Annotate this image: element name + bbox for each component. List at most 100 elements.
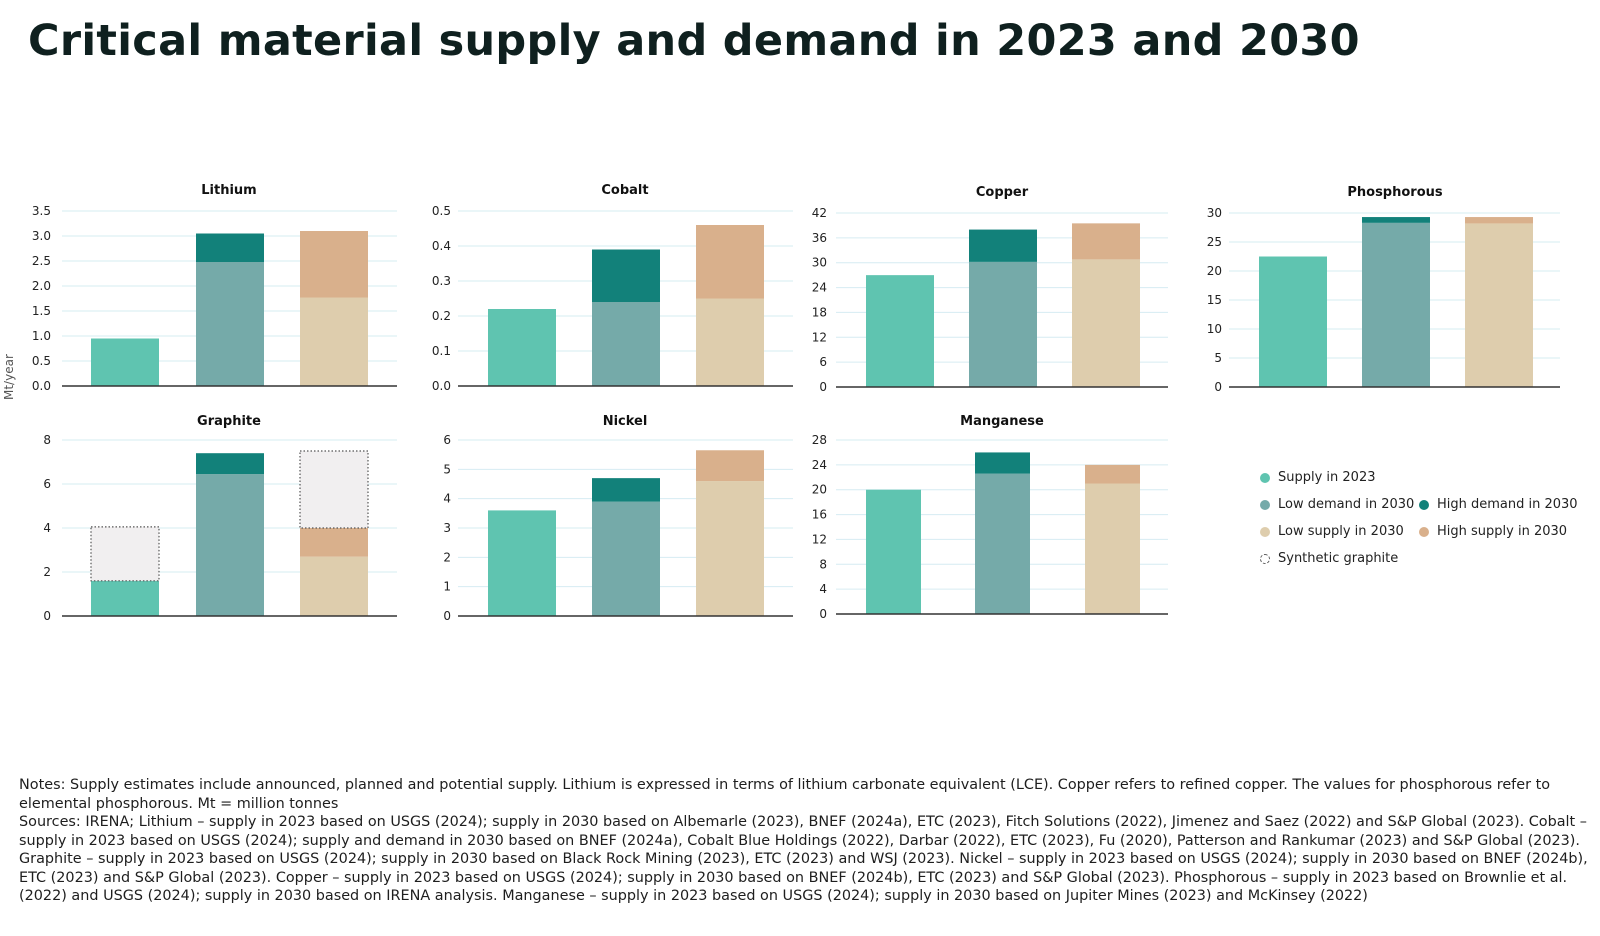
bar-segment-low-demand-2030: [975, 473, 1030, 614]
legend-label: High supply in 2030: [1437, 524, 1568, 539]
y-tick-label: 4: [43, 521, 51, 535]
bar-segment-high-supply-2030: [1085, 464, 1140, 484]
legend-label: Synthetic graphite: [1278, 551, 1399, 566]
chart-title: Manganese: [960, 414, 1044, 429]
legend-swatch: [1260, 472, 1270, 483]
legend-swatch: [1419, 526, 1429, 537]
bar-segment-high-demand-2030: [975, 452, 1030, 474]
y-tick-label: 24: [812, 458, 827, 472]
bar-segment-low-demand-2030: [196, 262, 264, 386]
bar-segment-supply-2023: [1259, 256, 1327, 387]
legend-label: Low demand in 2030: [1278, 497, 1415, 512]
bar-segment-low-demand-2030: [196, 474, 264, 616]
y-tick-label: 2.0: [32, 279, 51, 293]
y-axis-unit-label: Mt/year: [2, 354, 16, 400]
chart-lithium: Lithium 0.0 0.5 1.0 1.5 2.0 2.5 3.0 3.5: [32, 183, 397, 393]
y-tick-label: 18: [812, 305, 827, 319]
bar-segment-low-supply-2030: [1072, 259, 1140, 387]
y-tick-label: 0: [1214, 380, 1222, 394]
bar-segment-synthetic-graphite: [299, 450, 369, 529]
y-tick-label: 1.5: [32, 304, 51, 318]
y-tick-label: 16: [812, 508, 827, 522]
bar-segment-supply-2023: [866, 275, 934, 387]
y-tick-label: 5: [443, 462, 451, 476]
y-tick-label: 3.0: [32, 229, 51, 243]
legend-label: High demand in 2030: [1437, 497, 1578, 512]
legend-item-low-supply-2030: Low supply in 2030: [1260, 524, 1404, 539]
bar-segment-high-demand-2030: [1362, 217, 1430, 223]
bar-segment-synthetic-graphite: [90, 526, 160, 582]
bar-segment-low-supply-2030: [696, 298, 764, 386]
y-tick-label: 0: [819, 607, 827, 621]
y-tick-label: 4: [443, 492, 451, 506]
bar-segment-high-demand-2030: [196, 453, 264, 475]
legend-label: Supply in 2023: [1278, 470, 1376, 485]
bar-segment-high-demand-2030: [969, 229, 1037, 262]
chart-copper: Copper 0 6 12 18 24 30 36 42: [812, 185, 1168, 394]
y-tick-label: 0.0: [32, 379, 51, 393]
bar-segment-low-supply-2030: [1085, 483, 1140, 614]
y-tick-label: 12: [812, 330, 827, 344]
y-tick-label: 42: [812, 206, 827, 220]
y-tick-label: 10: [1207, 322, 1222, 336]
y-tick-label: 6: [819, 355, 827, 369]
y-tick-label: 8: [819, 557, 827, 571]
legend-item-synthetic-graphite: Synthetic graphite: [1260, 551, 1398, 566]
bar-segment-supply-2023: [91, 338, 159, 386]
y-tick-label: 0: [43, 609, 51, 623]
y-tick-label: 2: [443, 550, 451, 564]
y-tick-label: 0.1: [432, 344, 451, 358]
chart-phosphorous: Phosphorous 0 5 10 15 20 25 30: [1207, 185, 1560, 394]
y-tick-label: 1: [443, 580, 451, 594]
bar-segment-high-supply-2030: [696, 450, 764, 482]
y-tick-label: 3: [443, 521, 451, 535]
y-tick-label: 4: [819, 582, 827, 596]
notes-section: Notes: Supply estimates include announce…: [19, 776, 1589, 906]
y-tick-label: 0.5: [432, 204, 451, 218]
bar-segment-low-demand-2030: [969, 261, 1037, 387]
y-tick-label: 1.0: [32, 329, 51, 343]
bar-segment-supply-2023: [488, 309, 556, 386]
sources-text: Sources: IRENA; Lithium – supply in 2023…: [19, 814, 1588, 904]
y-tick-label: 28: [812, 433, 827, 447]
bar-segment-low-supply-2030: [300, 556, 368, 616]
y-tick-label: 0: [819, 380, 827, 394]
chart-title: Graphite: [197, 414, 261, 429]
page-title: Critical material supply and demand in 2…: [28, 16, 1360, 66]
y-tick-label: 2: [43, 565, 51, 579]
bar-segment-low-demand-2030: [592, 501, 660, 616]
bar-segment-high-supply-2030: [1072, 223, 1140, 260]
chart-title: Copper: [976, 185, 1029, 200]
bar-segment-high-supply-2030: [696, 225, 764, 299]
legend-item-supply-2023: Supply in 2023: [1260, 470, 1376, 485]
chart-title: Nickel: [603, 414, 648, 429]
bar-segment-high-demand-2030: [592, 249, 660, 302]
bar-segment-high-supply-2030: [300, 231, 368, 298]
y-tick-label: 25: [1207, 235, 1222, 249]
bar-segment-supply-2023: [866, 489, 921, 614]
y-tick-label: 15: [1207, 293, 1222, 307]
bar-segment-supply-2023: [91, 580, 159, 616]
y-tick-label: 0.4: [432, 239, 451, 253]
bar-segment-low-demand-2030: [1362, 222, 1430, 387]
y-tick-label: 36: [812, 231, 827, 245]
y-tick-label: 30: [812, 256, 827, 270]
y-tick-label: 24: [812, 281, 827, 295]
y-tick-label: 6: [43, 477, 51, 491]
y-tick-label: 30: [1207, 206, 1222, 220]
bar-segment-low-supply-2030: [696, 481, 764, 616]
y-tick-label: 0.5: [32, 354, 51, 368]
bar-segment-supply-2023: [488, 510, 556, 616]
legend-item-high-supply-2030: High supply in 2030: [1419, 524, 1567, 539]
chart-title: Phosphorous: [1347, 185, 1443, 200]
legend-label: Low supply in 2030: [1278, 524, 1404, 539]
y-tick-label: 20: [1207, 264, 1222, 278]
chart-graphite: Graphite 0 2 4 6 8: [43, 414, 397, 623]
legend-item-high-demand-2030: High demand in 2030: [1419, 497, 1578, 512]
y-tick-label: 0.3: [432, 274, 451, 288]
legend-item-low-demand-2030: Low demand in 2030: [1260, 497, 1414, 512]
y-tick-label: 6: [443, 433, 451, 447]
chart-title: Lithium: [201, 183, 256, 198]
y-tick-label: 12: [812, 532, 827, 546]
